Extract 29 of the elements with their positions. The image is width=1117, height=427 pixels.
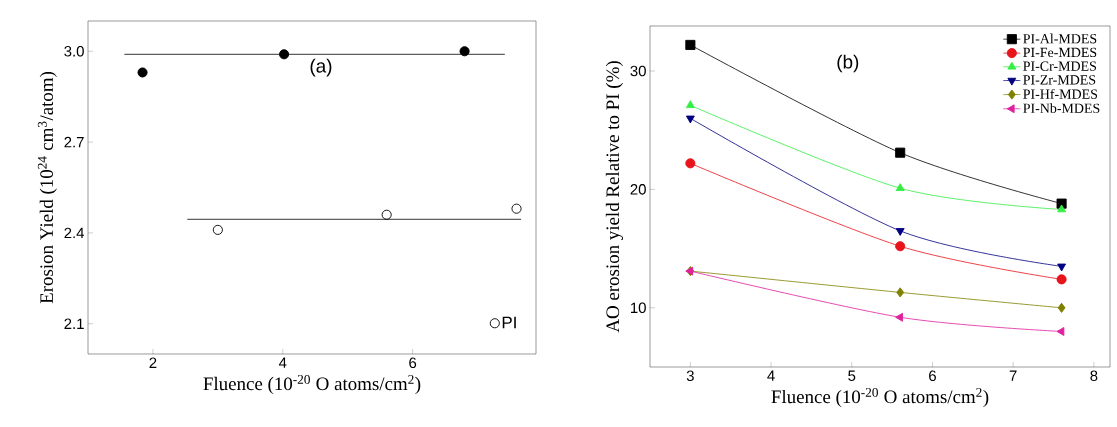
y-tick-label: 10 — [631, 302, 646, 314]
x-axis-title: Fluence (10$^{-20}$ O atoms/cm$^{2}$) — [203, 374, 421, 395]
x-axis-title: Fluence (10$^{-20}$ O atoms/cm$^{2}$) — [771, 387, 989, 408]
y-tick-label: 2.4 — [64, 227, 85, 239]
legend-label: PI-Al-MDES — [1023, 33, 1097, 44]
y-tick-label: 30 — [630, 65, 646, 77]
y-axis-title: AO erosion yield Relative to PI (%) — [605, 61, 624, 333]
x-tick-label: 6 — [409, 357, 417, 369]
y-tick-label: 2.1 — [64, 318, 84, 329]
legend-label: PI-Zr-MDES — [1023, 75, 1096, 85]
y-tick-label: 20 — [630, 184, 646, 195]
y-tick-label: 3.0 — [64, 45, 84, 57]
annotation: (a) — [310, 58, 332, 77]
legend-label: PI-Hf-MDES — [1023, 88, 1098, 99]
legend-label: PI — [502, 316, 516, 329]
x-tick-label: 4 — [278, 357, 287, 368]
x-tick-label: 3 — [686, 370, 694, 382]
x-tick-label: 5 — [848, 370, 856, 381]
y-tick-label: 2.7 — [64, 136, 84, 148]
legend-label: PI-Nb-MDES — [1023, 103, 1100, 114]
legend-label: PI-Fe-MDES — [1023, 47, 1097, 58]
legend-label: PI-Cr-MDES — [1023, 61, 1096, 71]
annotation: (b) — [837, 54, 859, 73]
y-axis-title: Erosion Yield (10$^{24}$ cm$^{3}$/atom) — [37, 71, 57, 304]
x-tick-label: 2 — [149, 357, 157, 368]
x-tick-label: 8 — [1090, 370, 1098, 382]
x-tick-label: 7 — [1009, 370, 1017, 381]
x-tick-label: 6 — [929, 370, 936, 382]
x-tick-label: 4 — [767, 370, 775, 381]
